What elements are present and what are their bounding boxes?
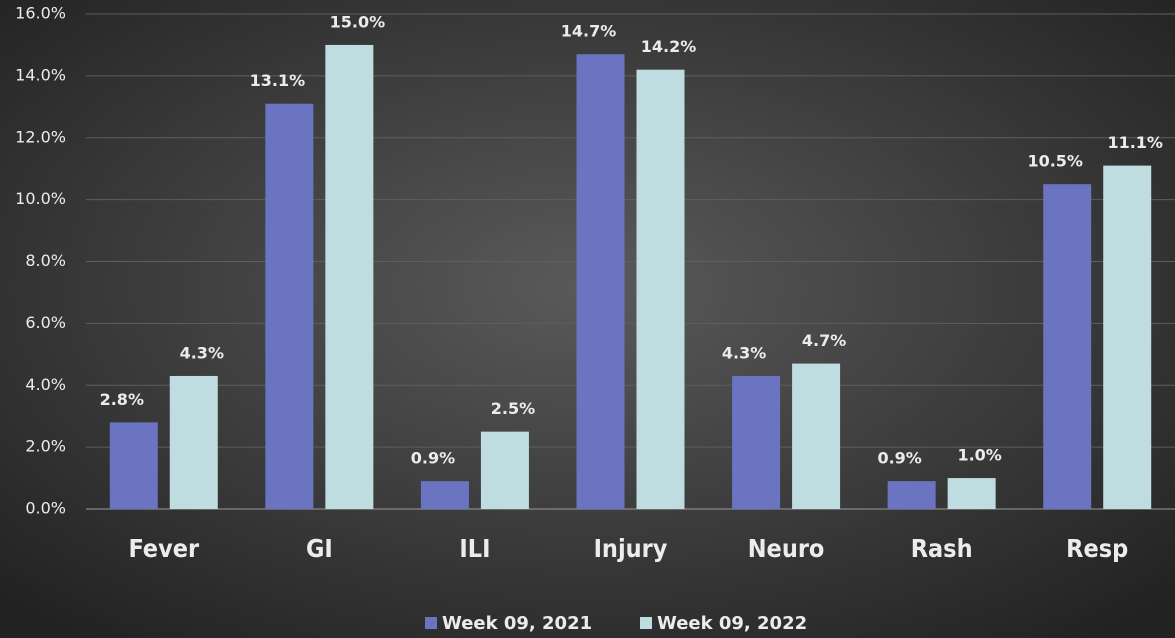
y-tick-label: 2.0% (25, 437, 66, 456)
legend-label: Week 09, 2022 (657, 613, 807, 634)
bar (420, 481, 469, 509)
value-label: 14.7% (561, 22, 617, 41)
y-tick-label: 16.0% (15, 4, 66, 23)
y-tick-label: 8.0% (25, 251, 66, 270)
legend-swatch (640, 617, 652, 629)
y-tick-label: 14.0% (15, 65, 66, 84)
y-tick-label: 12.0% (15, 127, 66, 146)
bar (1103, 165, 1152, 509)
value-label: 4.7% (802, 331, 846, 350)
x-tick-label: GI (306, 534, 333, 563)
bar (480, 431, 529, 509)
value-label: 4.3% (722, 343, 766, 362)
y-tick-label: 4.0% (25, 375, 66, 394)
value-label: 15.0% (330, 12, 386, 31)
value-label: 0.9% (877, 449, 921, 468)
bar (325, 44, 374, 509)
bar (109, 422, 158, 509)
value-label: 2.5% (491, 399, 535, 418)
x-tick-label: ILI (459, 534, 490, 563)
legend-label: Week 09, 2021 (442, 613, 592, 634)
y-tick-label: 0.0% (25, 499, 66, 518)
x-tick-label: Injury (594, 534, 668, 563)
value-label: 0.9% (411, 449, 455, 468)
value-label: 1.0% (957, 446, 1001, 465)
x-tick-label: Resp (1066, 534, 1128, 563)
bar (732, 375, 781, 509)
value-label: 10.5% (1027, 152, 1083, 171)
bar (1043, 184, 1092, 509)
bar (792, 363, 841, 509)
y-tick-label: 10.0% (15, 189, 66, 208)
value-label: 4.3% (180, 343, 224, 362)
bar (887, 481, 936, 509)
value-label: 11.1% (1107, 133, 1163, 152)
x-tick-label: Rash (911, 534, 973, 563)
y-tick-label: 6.0% (25, 313, 66, 332)
x-tick-label: Neuro (748, 534, 825, 563)
bar (265, 103, 314, 509)
bar (576, 54, 625, 509)
x-tick-label: Fever (128, 534, 200, 563)
value-label: 13.1% (250, 71, 306, 90)
value-label: 14.2% (641, 37, 697, 56)
legend-swatch (425, 617, 437, 629)
bar (636, 69, 685, 509)
value-label: 2.8% (100, 390, 144, 409)
bar (947, 478, 996, 509)
bar (169, 375, 218, 509)
